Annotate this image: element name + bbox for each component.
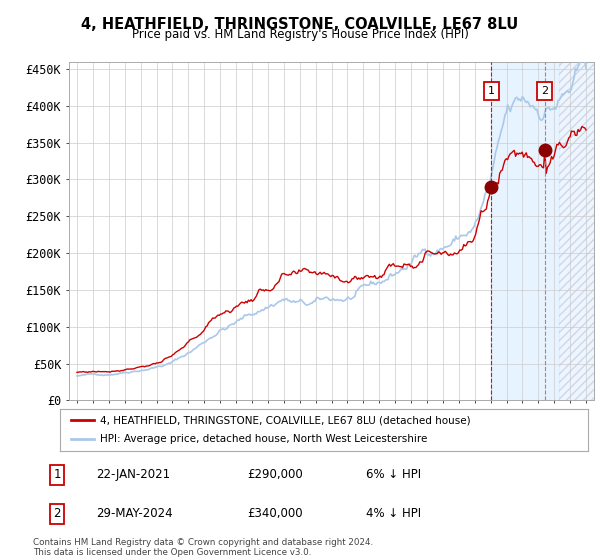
Text: Contains HM Land Registry data © Crown copyright and database right 2024.: Contains HM Land Registry data © Crown c… [33, 538, 373, 547]
Text: 2: 2 [53, 507, 61, 520]
Bar [491, 62, 559, 400]
Text: 22-JAN-2021: 22-JAN-2021 [96, 468, 170, 481]
Text: HPI: Average price, detached house, North West Leicestershire: HPI: Average price, detached house, Nort… [100, 435, 427, 445]
Text: 4, HEATHFIELD, THRINGSTONE, COALVILLE, LE67 8LU: 4, HEATHFIELD, THRINGSTONE, COALVILLE, L… [82, 17, 518, 32]
Text: 1: 1 [488, 86, 495, 96]
Text: £290,000: £290,000 [247, 468, 303, 481]
Text: 2: 2 [541, 86, 548, 96]
Text: 1: 1 [53, 468, 61, 481]
Text: 4, HEATHFIELD, THRINGSTONE, COALVILLE, LE67 8LU (detached house): 4, HEATHFIELD, THRINGSTONE, COALVILLE, L… [100, 415, 470, 425]
Text: 29-MAY-2024: 29-MAY-2024 [96, 507, 173, 520]
Text: Price paid vs. HM Land Registry's House Price Index (HPI): Price paid vs. HM Land Registry's House … [131, 28, 469, 41]
Text: 4% ↓ HPI: 4% ↓ HPI [366, 507, 421, 520]
Text: £340,000: £340,000 [247, 507, 303, 520]
Text: 6% ↓ HPI: 6% ↓ HPI [366, 468, 421, 481]
Bar [559, 62, 594, 400]
Text: This data is licensed under the Open Government Licence v3.0.: This data is licensed under the Open Gov… [33, 548, 311, 557]
